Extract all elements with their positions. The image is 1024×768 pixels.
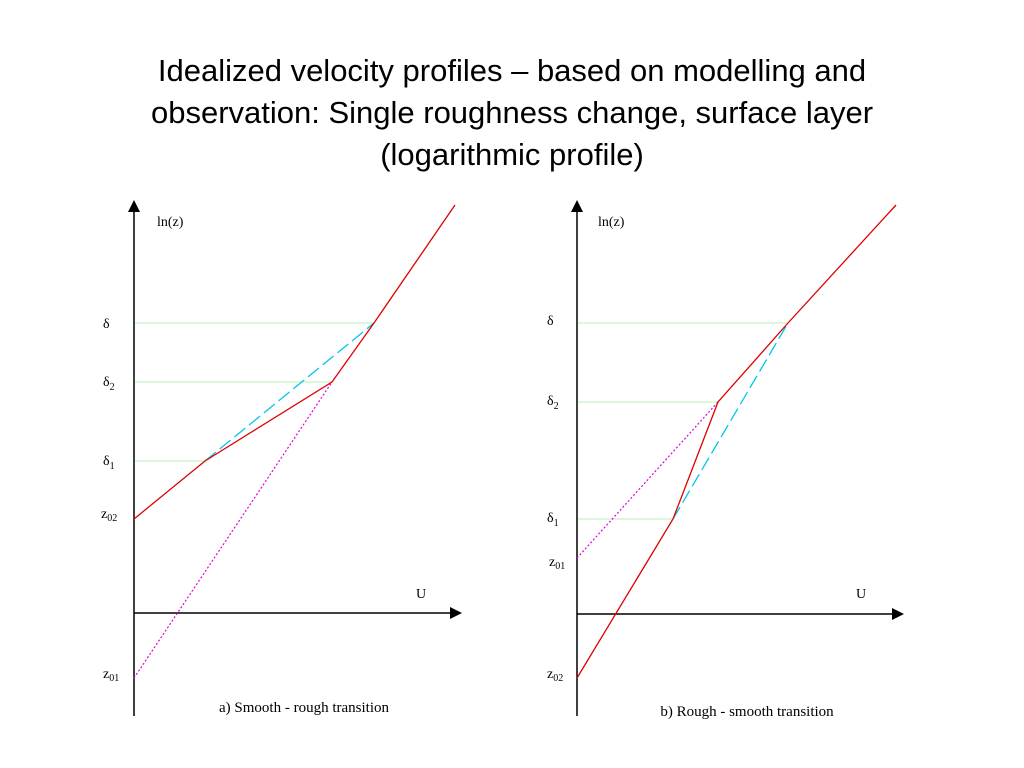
solid-profile-line — [133, 204, 456, 520]
dotted-profile-line — [133, 381, 333, 679]
level-delta1-base: δ — [103, 454, 110, 469]
panel-a: ln(z) U δ δ2 δ1 z02 z01 a) Smooth - roug… — [101, 200, 462, 716]
level-delta2-sub: 2 — [554, 401, 559, 412]
level-label-delta: δ — [547, 314, 554, 329]
level-delta1-sub: 1 — [110, 461, 115, 472]
level-delta2-sub: 2 — [110, 382, 115, 393]
level-label-z01: z01 — [549, 555, 565, 572]
slide-title: Idealized velocity profiles – based on m… — [60, 50, 964, 176]
level-z01-sub: 01 — [555, 561, 565, 572]
title-line-3: (logarithmic profile) — [380, 137, 644, 172]
level-label-delta1: δ1 — [547, 511, 559, 529]
level-label-delta1: δ1 — [103, 454, 115, 472]
dashed-profile-line — [204, 322, 375, 462]
level-z02-sub: 02 — [107, 513, 117, 524]
panel-caption: b) Rough - smooth transition — [660, 704, 834, 720]
panel-caption: a) Smooth - rough transition — [219, 700, 389, 716]
level-label-delta2: δ2 — [103, 375, 115, 393]
panel-b: ln(z) U δ δ2 δ1 z01 z02 b) Rough - smoot… — [547, 200, 904, 720]
level-z01-base: z — [103, 667, 109, 682]
level-delta-base: δ — [103, 317, 110, 332]
y-axis-label: ln(z) — [598, 215, 625, 230]
title-line-2: observation: Single roughness change, su… — [150, 95, 874, 130]
dashed-profile-line — [672, 322, 789, 520]
level-label-delta: δ — [103, 317, 110, 332]
level-delta-base: δ — [547, 314, 554, 329]
solid-profile-line — [576, 204, 897, 679]
level-z01-base: z — [549, 555, 555, 570]
level-z02-sub: 02 — [553, 673, 563, 684]
level-delta1-base: δ — [547, 511, 554, 526]
y-axis-label: ln(z) — [157, 215, 184, 230]
level-delta1-sub: 1 — [554, 518, 559, 529]
level-z02-base: z — [547, 667, 553, 682]
level-z01-sub: 01 — [109, 673, 119, 684]
level-label-delta2: δ2 — [547, 394, 559, 412]
level-delta2-base: δ — [547, 394, 554, 409]
title-line-1: Idealized velocity profiles – based on m… — [157, 53, 867, 88]
level-z02-base: z — [101, 507, 107, 522]
x-axis-label: U — [856, 587, 866, 602]
level-label-z02: z02 — [547, 667, 563, 684]
level-label-z02: z02 — [101, 507, 117, 524]
dotted-profile-line — [576, 401, 719, 559]
level-delta2-base: δ — [103, 375, 110, 390]
x-axis-label: U — [416, 587, 426, 602]
level-label-z01: z01 — [103, 667, 119, 684]
